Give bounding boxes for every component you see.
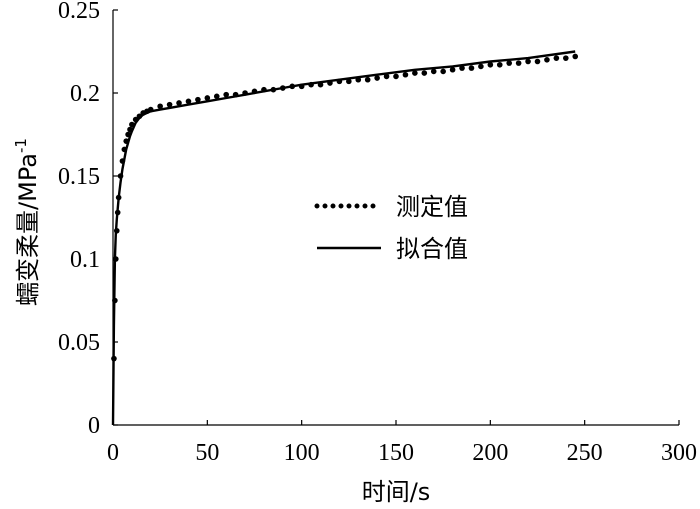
y-tick-label: 0.25 <box>58 0 100 24</box>
measured-data-point <box>496 61 503 68</box>
measured-data-point <box>525 58 531 65</box>
measured-data-point <box>430 68 437 75</box>
measured-data-point <box>449 66 456 73</box>
x-axis-ticks: 0 50 100 150 200 250 300 <box>107 420 697 466</box>
y-axis-title-main: 蠕变柔量/MPa <box>14 153 42 306</box>
x-tick-label: 50 <box>195 440 219 466</box>
legend: 测定值 拟合值 <box>314 193 468 263</box>
measured-data-point <box>572 53 579 60</box>
y-tick-label: 0.05 <box>58 330 100 356</box>
measured-data-point <box>166 101 173 108</box>
y-axis-title-superscript: -1 <box>12 138 30 153</box>
x-tick-label: 250 <box>567 440 603 466</box>
measured-data-point <box>346 78 352 85</box>
y-tick-label: 0.2 <box>70 81 100 107</box>
x-tick-label: 200 <box>472 440 508 466</box>
measured-data-point <box>157 103 163 110</box>
y-axis-title: 蠕变柔量/MPa-1 <box>12 138 42 306</box>
y-axis-ticks: 0 0.05 0.1 0.15 0.2 0.25 <box>58 0 118 439</box>
measured-data-point <box>487 61 494 68</box>
legend-label-fitted: 拟合值 <box>396 235 468 263</box>
measured-data-point <box>553 55 560 61</box>
measured-data-point <box>544 57 550 63</box>
measured-data-point <box>515 60 522 66</box>
measured-data-point <box>374 75 380 81</box>
measured-data-point <box>563 55 569 61</box>
fitted-series-line <box>111 50 576 426</box>
y-tick-label: 0.1 <box>70 247 100 273</box>
measured-data-point <box>364 76 371 83</box>
measured-data-point <box>383 73 390 80</box>
x-axis-title: 时间/s <box>362 478 431 506</box>
measured-data-point <box>223 91 229 98</box>
measured-data-point <box>402 71 409 78</box>
measured-data-point <box>440 68 446 75</box>
legend-label-measured: 测定值 <box>396 193 468 221</box>
measured-data-point <box>204 95 211 101</box>
y-tick-label: 0.15 <box>58 164 100 190</box>
measured-data-point <box>459 65 465 71</box>
measured-data-point <box>176 100 182 106</box>
x-tick-label: 150 <box>378 440 414 466</box>
x-tick-label: 300 <box>661 440 697 466</box>
measured-data-point <box>468 65 475 71</box>
measured-data-point <box>213 93 220 100</box>
measured-data-point <box>534 58 541 65</box>
measured-data-point <box>421 70 428 76</box>
measured-data-point <box>412 70 418 76</box>
y-tick-label: 0 <box>88 413 100 439</box>
measured-data-point <box>506 60 512 66</box>
x-tick-label: 100 <box>284 440 320 466</box>
measured-data-point <box>478 63 484 70</box>
measured-data-point <box>185 98 192 105</box>
measured-data-point <box>195 96 201 103</box>
plot-series <box>111 50 579 426</box>
x-tick-label: 0 <box>107 440 119 466</box>
measured-data-point <box>393 73 399 80</box>
